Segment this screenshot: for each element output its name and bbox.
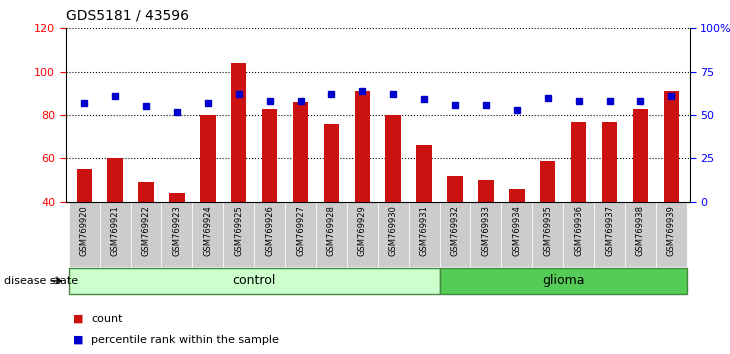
Text: GSM769929: GSM769929 — [358, 205, 367, 256]
Bar — [355, 91, 370, 202]
Bar — [625, 202, 656, 267]
Text: GSM769939: GSM769939 — [666, 205, 676, 256]
Bar — [193, 202, 223, 267]
Bar — [571, 121, 586, 202]
Text: control: control — [232, 274, 276, 287]
Text: GSM769933: GSM769933 — [481, 205, 491, 256]
Bar — [100, 202, 131, 267]
Bar — [262, 109, 277, 202]
Bar — [223, 202, 254, 267]
Bar — [107, 158, 123, 202]
Text: GSM769932: GSM769932 — [450, 205, 459, 256]
Bar — [293, 102, 308, 202]
Bar — [138, 182, 154, 202]
Bar — [447, 176, 463, 202]
Bar — [231, 63, 247, 202]
Text: glioma: glioma — [542, 274, 585, 287]
Text: GSM769934: GSM769934 — [512, 205, 521, 256]
Bar — [439, 268, 687, 294]
Text: GSM769931: GSM769931 — [420, 205, 429, 256]
Text: ■: ■ — [73, 314, 83, 324]
Bar — [509, 189, 525, 202]
Text: percentile rank within the sample: percentile rank within the sample — [91, 335, 279, 345]
Bar — [200, 115, 215, 202]
Bar — [439, 202, 470, 267]
Text: GSM769937: GSM769937 — [605, 205, 614, 256]
Bar — [323, 124, 339, 202]
Bar — [161, 202, 193, 267]
Bar — [502, 202, 532, 267]
Text: GSM769920: GSM769920 — [80, 205, 89, 256]
Bar — [385, 115, 401, 202]
Bar — [594, 202, 625, 267]
Text: GDS5181 / 43596: GDS5181 / 43596 — [66, 9, 188, 23]
Text: GSM769935: GSM769935 — [543, 205, 552, 256]
Text: GSM769938: GSM769938 — [636, 205, 645, 256]
Text: GSM769926: GSM769926 — [265, 205, 274, 256]
Text: GSM769927: GSM769927 — [296, 205, 305, 256]
Bar — [532, 202, 563, 267]
Bar — [664, 91, 679, 202]
Bar — [285, 202, 316, 267]
Text: GSM769921: GSM769921 — [111, 205, 120, 256]
Bar — [563, 202, 594, 267]
Bar — [169, 193, 185, 202]
Text: GSM769936: GSM769936 — [574, 205, 583, 256]
Bar — [633, 109, 648, 202]
Text: ■: ■ — [73, 335, 83, 345]
Bar — [131, 202, 161, 267]
Text: GSM769930: GSM769930 — [388, 205, 398, 256]
Bar — [478, 180, 493, 202]
Bar — [602, 121, 618, 202]
Bar — [416, 145, 432, 202]
Text: GSM769922: GSM769922 — [142, 205, 150, 256]
Text: count: count — [91, 314, 123, 324]
Text: GSM769928: GSM769928 — [327, 205, 336, 256]
Text: GSM769924: GSM769924 — [204, 205, 212, 256]
Bar — [69, 268, 439, 294]
Bar — [347, 202, 377, 267]
Bar — [69, 202, 100, 267]
Bar — [656, 202, 687, 267]
Bar — [254, 202, 285, 267]
Text: GSM769923: GSM769923 — [172, 205, 182, 256]
Bar — [316, 202, 347, 267]
Text: disease state: disease state — [4, 276, 78, 286]
Bar — [540, 161, 556, 202]
Bar — [470, 202, 502, 267]
Bar — [409, 202, 439, 267]
Text: GSM769925: GSM769925 — [234, 205, 243, 256]
Bar — [77, 169, 92, 202]
Bar — [377, 202, 409, 267]
